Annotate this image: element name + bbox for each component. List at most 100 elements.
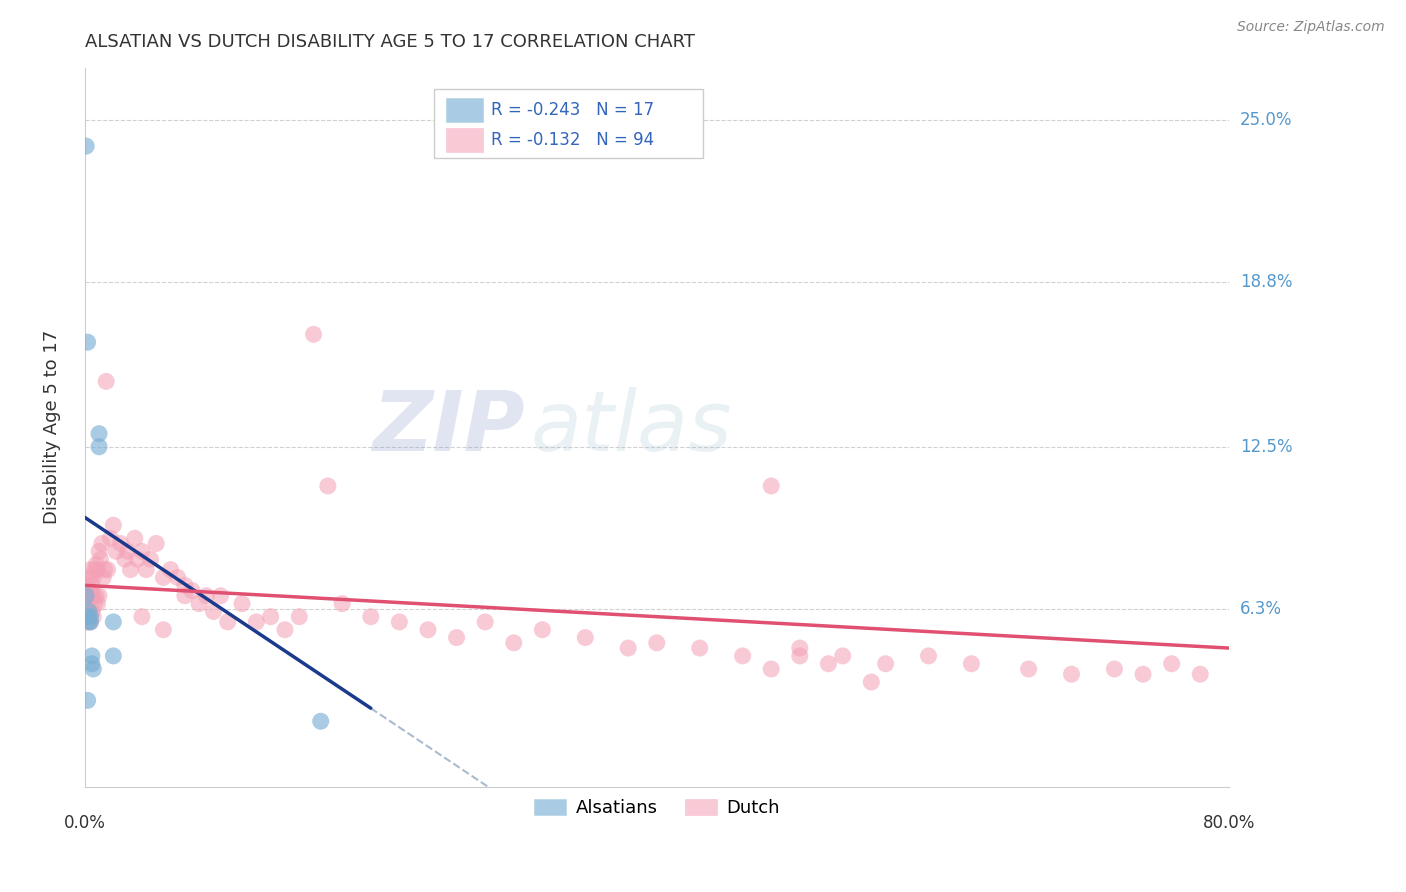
Point <box>90 536 112 550</box>
Point <box>139 552 162 566</box>
Point <box>574 631 596 645</box>
Point <box>131 544 153 558</box>
Point <box>82 589 104 603</box>
Point <box>110 536 132 550</box>
Point <box>202 604 225 618</box>
Point <box>76 693 98 707</box>
Point <box>1104 662 1126 676</box>
Point <box>120 563 142 577</box>
Point <box>1018 662 1040 676</box>
Point <box>152 570 174 584</box>
Point <box>231 597 253 611</box>
Point <box>446 631 468 645</box>
Point <box>96 375 118 389</box>
Point <box>360 609 382 624</box>
Point <box>817 657 839 671</box>
Point <box>274 623 297 637</box>
Point <box>145 536 167 550</box>
Point <box>875 657 897 671</box>
Point <box>79 615 101 629</box>
Point <box>135 563 157 577</box>
Point <box>789 648 811 663</box>
Point <box>86 597 108 611</box>
Point <box>309 714 332 729</box>
Point <box>77 609 100 624</box>
Point <box>87 589 110 603</box>
Point <box>100 531 122 545</box>
FancyBboxPatch shape <box>433 89 703 158</box>
Y-axis label: Disability Age 5 to 17: Disability Age 5 to 17 <box>44 330 60 524</box>
Point <box>75 589 97 603</box>
Point <box>82 662 104 676</box>
Point <box>84 589 107 603</box>
Point <box>79 589 101 603</box>
Point <box>75 139 97 153</box>
Point <box>76 578 98 592</box>
Point <box>474 615 496 629</box>
Text: 0.0%: 0.0% <box>63 814 105 832</box>
Text: R = -0.243   N = 17: R = -0.243 N = 17 <box>491 101 654 119</box>
Point <box>502 636 524 650</box>
Text: ALSATIAN VS DUTCH DISABILITY AGE 5 TO 17 CORRELATION CHART: ALSATIAN VS DUTCH DISABILITY AGE 5 TO 17… <box>84 33 695 51</box>
Point <box>89 552 111 566</box>
Point <box>617 641 640 656</box>
Point <box>831 648 853 663</box>
Text: atlas: atlas <box>531 386 733 467</box>
Point <box>245 615 267 629</box>
Point <box>173 578 195 592</box>
Point <box>94 563 117 577</box>
Point <box>79 609 101 624</box>
Point <box>288 609 311 624</box>
Point <box>79 563 101 577</box>
Point <box>860 675 883 690</box>
Text: R = -0.132   N = 94: R = -0.132 N = 94 <box>491 131 654 149</box>
Point <box>217 615 239 629</box>
Point <box>127 552 149 566</box>
Point <box>82 570 104 584</box>
FancyBboxPatch shape <box>446 128 482 152</box>
Point <box>83 563 105 577</box>
Text: Source: ZipAtlas.com: Source: ZipAtlas.com <box>1237 20 1385 34</box>
Point <box>77 604 100 618</box>
Point <box>689 641 711 656</box>
Point <box>77 570 100 584</box>
Point <box>80 578 103 592</box>
Point <box>124 531 146 545</box>
Point <box>131 609 153 624</box>
Point <box>76 589 98 603</box>
Point <box>761 479 783 493</box>
Point <box>105 544 128 558</box>
Point <box>388 615 411 629</box>
Point <box>103 648 125 663</box>
Point <box>80 604 103 618</box>
Point <box>80 589 103 603</box>
Point <box>87 426 110 441</box>
Point <box>77 589 100 603</box>
Point <box>1189 667 1212 681</box>
Point <box>103 615 125 629</box>
Point <box>76 602 98 616</box>
Point <box>789 641 811 656</box>
Legend: Alsatians, Dutch: Alsatians, Dutch <box>527 791 787 824</box>
FancyBboxPatch shape <box>446 97 482 122</box>
Text: ZIP: ZIP <box>373 386 526 467</box>
Point <box>83 597 105 611</box>
Point <box>960 657 983 671</box>
Point <box>75 602 97 616</box>
Point <box>917 648 939 663</box>
Point <box>188 597 211 611</box>
Point <box>1060 667 1083 681</box>
Text: 80.0%: 80.0% <box>1202 814 1256 832</box>
Point <box>259 609 281 624</box>
Point <box>416 623 439 637</box>
Text: 6.3%: 6.3% <box>1240 599 1282 618</box>
Point <box>97 563 120 577</box>
Point <box>87 544 110 558</box>
Point <box>82 609 104 624</box>
Point <box>86 563 108 577</box>
Point <box>209 589 232 603</box>
Point <box>1132 667 1154 681</box>
Point <box>79 615 101 629</box>
Point <box>80 657 103 671</box>
Point <box>84 558 107 572</box>
